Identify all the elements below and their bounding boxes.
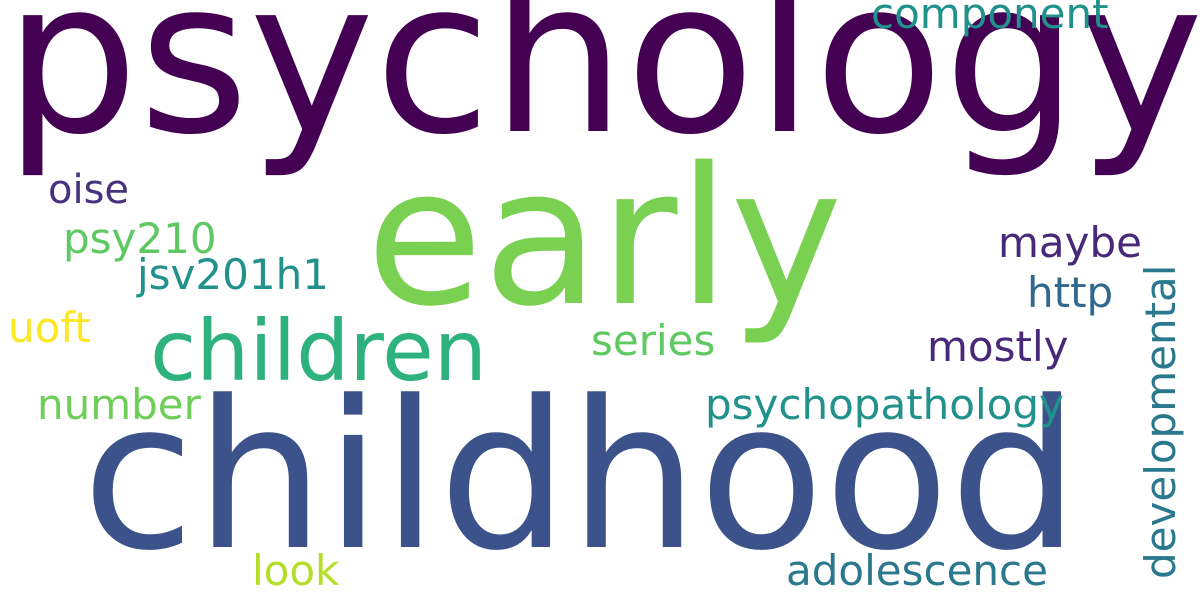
word-look: look (252, 546, 340, 595)
word-developmental: developmental (1136, 264, 1185, 579)
word-series: series (591, 316, 716, 365)
word-psychology: psychology (4, 0, 1200, 181)
word-jsv201h1: jsv201h1 (137, 250, 329, 299)
word-children: children (150, 302, 488, 400)
word-psy210: psy210 (63, 214, 217, 263)
word-component: component (871, 0, 1109, 38)
word-http: http (1027, 268, 1114, 317)
word-early: early (366, 127, 843, 348)
word-number: number (37, 380, 201, 429)
word-maybe: maybe (998, 218, 1143, 267)
word-childhood: childhood (82, 358, 1080, 596)
word-mostly: mostly (927, 322, 1069, 371)
word-psychopathology: psychopathology (705, 380, 1064, 429)
word-oise: oise (48, 167, 130, 213)
word-uoft: uoft (8, 303, 91, 352)
word-adolescence: adolescence (786, 546, 1048, 595)
